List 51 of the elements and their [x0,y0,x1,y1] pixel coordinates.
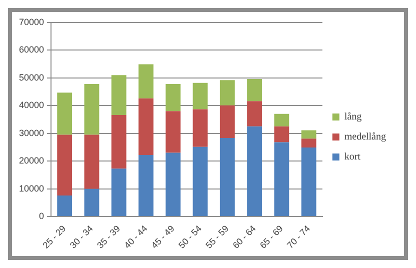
x-tick-label: 45 - 49 [149,223,176,250]
bar [57,92,72,135]
y-tick-label: 0 [39,211,44,222]
x-tick-label: 65 - 69 [258,223,285,250]
bar [57,195,72,216]
bar [220,80,235,106]
bar [274,114,290,126]
x-tick-label: 25 - 29 [40,223,68,250]
bar [301,138,316,148]
bar [111,115,126,169]
x-tick-label: 40 - 44 [122,223,150,250]
bar [220,138,235,216]
y-tick-label: 60000 [18,44,44,55]
legend-label: lång [344,112,362,123]
bar [84,134,100,189]
bar [274,142,290,216]
bar [111,75,126,116]
legend-label: medellång [344,132,386,143]
y-tick-label: 40000 [18,100,44,110]
y-tick-label: 50000 [18,72,44,82]
bar [138,154,154,216]
y-tick-label: 10000 [18,183,44,194]
y-tick-label: 70000 [18,16,44,27]
bar [166,152,181,216]
bar [138,64,154,98]
bar [301,147,316,216]
bar [111,168,126,216]
bar [192,109,208,147]
bar [247,126,262,216]
x-tick-label: 35 - 39 [95,223,122,250]
bar [166,84,181,112]
bar [84,84,100,135]
y-tick-label: 30000 [18,128,44,138]
bar [84,188,100,216]
bar [57,134,72,196]
bar [274,126,290,142]
bar [192,82,208,110]
x-tick-label: 30 - 34 [68,223,95,250]
bar [301,130,316,139]
x-tick-label: 55 - 59 [204,223,231,250]
bar [247,78,262,102]
bar [138,98,154,155]
x-tick-label: 60 - 64 [230,223,258,250]
bar [192,146,208,216]
y-tick-label: 20000 [18,156,44,166]
legend-label: kort [344,152,361,163]
bar [220,105,235,138]
bar [247,101,262,126]
bar [166,111,181,153]
x-tick-label: 50 - 54 [176,223,204,250]
x-tick-label: 70 - 74 [285,223,312,250]
